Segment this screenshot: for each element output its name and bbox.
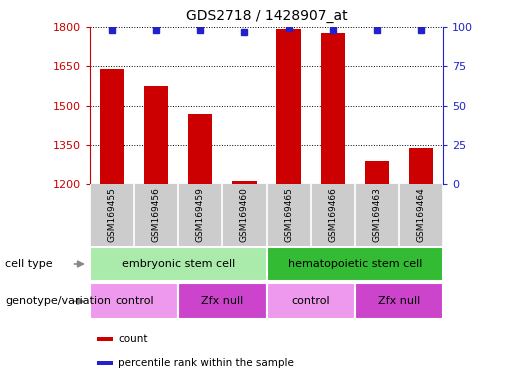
Text: GSM169455: GSM169455 xyxy=(108,187,117,242)
Bar xyxy=(97,361,113,366)
Text: GSM169465: GSM169465 xyxy=(284,187,293,242)
Bar xyxy=(144,86,168,184)
Bar xyxy=(100,69,124,184)
Text: GSM169456: GSM169456 xyxy=(152,187,161,242)
Text: GSM169459: GSM169459 xyxy=(196,187,205,242)
Text: GSM169463: GSM169463 xyxy=(372,187,381,242)
Text: embryonic stem cell: embryonic stem cell xyxy=(122,259,235,269)
Bar xyxy=(90,247,267,281)
Bar xyxy=(267,283,355,319)
Text: Zfx null: Zfx null xyxy=(201,296,244,306)
Text: genotype/variation: genotype/variation xyxy=(5,296,111,306)
Bar xyxy=(409,147,433,184)
Bar xyxy=(267,247,443,281)
Bar xyxy=(188,114,213,184)
Text: cell type: cell type xyxy=(5,259,53,269)
Bar xyxy=(365,161,389,184)
Text: control: control xyxy=(115,296,153,306)
Bar xyxy=(178,283,267,319)
Text: GSM169466: GSM169466 xyxy=(328,187,337,242)
Text: GSM169464: GSM169464 xyxy=(416,187,425,242)
Title: GDS2718 / 1428907_at: GDS2718 / 1428907_at xyxy=(186,9,347,23)
Bar xyxy=(355,283,443,319)
Bar xyxy=(320,33,345,184)
Bar xyxy=(97,337,113,341)
Bar xyxy=(277,29,301,184)
Bar xyxy=(90,283,178,319)
Bar xyxy=(232,181,256,184)
Text: control: control xyxy=(291,296,330,306)
Text: hematopoietic stem cell: hematopoietic stem cell xyxy=(287,259,422,269)
Text: count: count xyxy=(118,334,148,344)
Text: percentile rank within the sample: percentile rank within the sample xyxy=(118,358,294,368)
Text: Zfx null: Zfx null xyxy=(377,296,420,306)
Text: GSM169460: GSM169460 xyxy=(240,187,249,242)
